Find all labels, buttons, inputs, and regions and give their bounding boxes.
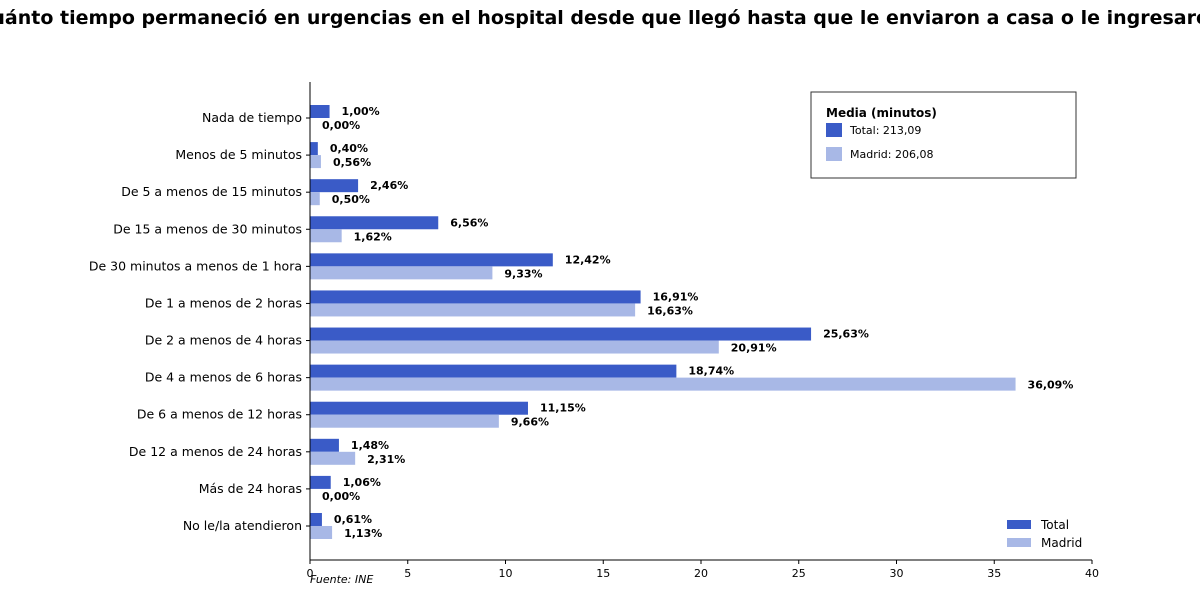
y-tick-label: Más de 24 horas — [199, 481, 302, 496]
y-tick-label: De 6 a menos de 12 horas — [137, 407, 302, 422]
data-label-total: 25,63% — [823, 328, 869, 341]
bar-madrid — [310, 414, 499, 428]
info-box-entry-madrid: Madrid: 206,08 — [850, 148, 933, 161]
bar-madrid — [310, 266, 493, 280]
y-tick-label: Menos de 5 minutos — [175, 147, 302, 162]
y-tick-label: No le/la atendieron — [183, 518, 302, 533]
bar-total — [310, 401, 528, 415]
data-label-madrid: 0,00% — [322, 119, 360, 132]
x-tick-label: 25 — [792, 567, 806, 580]
bar-madrid — [310, 229, 342, 243]
data-label-madrid: 1,62% — [354, 230, 392, 243]
x-tick-label: 15 — [596, 567, 610, 580]
y-tick-label: Nada de tiempo — [202, 110, 302, 125]
x-tick-label: 20 — [694, 567, 708, 580]
bar-madrid — [310, 377, 1016, 391]
data-label-total: 11,15% — [540, 402, 586, 415]
data-label-madrid: 9,33% — [504, 267, 542, 280]
info-box-swatch-madrid — [826, 147, 842, 161]
bar-total — [310, 475, 331, 489]
y-tick-label: De 5 a menos de 15 minutos — [121, 184, 302, 199]
data-label-madrid: 0,50% — [332, 193, 370, 206]
legend-label-madrid: Madrid — [1041, 536, 1082, 550]
bar-total — [310, 512, 322, 526]
chart-title: ¿Cuánto tiempo permaneció en urgencias e… — [0, 7, 1200, 29]
legend-label-total: Total — [1040, 518, 1069, 532]
legend: Total Madrid — [1007, 518, 1082, 550]
bar-madrid — [310, 303, 636, 317]
data-label-madrid: 0,00% — [322, 490, 360, 503]
data-label-madrid: 16,63% — [647, 304, 693, 317]
bar-madrid — [310, 451, 356, 465]
info-box-swatch-total — [826, 123, 842, 137]
data-label-madrid: 9,66% — [511, 416, 549, 429]
data-label-total: 16,91% — [653, 290, 699, 303]
x-tick-label: 30 — [890, 567, 904, 580]
data-label-madrid: 2,31% — [367, 453, 405, 466]
y-tick-label: De 15 a menos de 30 minutos — [113, 221, 302, 236]
bar-madrid — [310, 155, 321, 169]
x-tick-label: 5 — [404, 567, 411, 580]
bar-total — [310, 364, 677, 378]
bar-madrid — [310, 192, 320, 206]
bar-total — [310, 290, 641, 304]
bar-total — [310, 438, 339, 452]
info-box-entry-total: Total: 213,09 — [849, 124, 921, 137]
bar-madrid — [310, 340, 719, 354]
y-tick-label: De 2 a menos de 4 horas — [145, 333, 302, 348]
x-tick-label: 0 — [307, 567, 314, 580]
y-tick-label: De 4 a menos de 6 horas — [145, 370, 302, 385]
legend-swatch-madrid — [1007, 538, 1031, 547]
data-label-total: 1,00% — [342, 105, 380, 118]
y-tick-label: De 30 minutos a menos de 1 hora — [89, 258, 302, 273]
data-label-total: 6,56% — [450, 216, 488, 229]
x-tick-label: 40 — [1085, 567, 1099, 580]
info-box-title: Media (minutos) — [826, 106, 937, 120]
data-label-madrid: 20,91% — [731, 342, 777, 355]
data-label-madrid: 36,09% — [1028, 379, 1074, 392]
x-tick-label: 10 — [499, 567, 513, 580]
data-label-total: 2,46% — [370, 179, 408, 192]
bar-madrid — [310, 525, 333, 539]
bar-total — [310, 327, 812, 341]
data-label-madrid: 0,56% — [333, 156, 371, 169]
bar-total — [310, 142, 318, 156]
data-label-total: 1,06% — [343, 476, 381, 489]
data-label-total: 0,40% — [330, 142, 368, 155]
info-box: Media (minutos) Total: 213,09 Madrid: 20… — [810, 91, 1077, 179]
y-tick-label: De 12 a menos de 24 horas — [129, 444, 302, 459]
x-tick-label: 35 — [987, 567, 1001, 580]
data-label-total: 12,42% — [565, 253, 611, 266]
source-note: Fuente: INE — [310, 573, 373, 586]
data-label-madrid: 1,13% — [344, 527, 382, 540]
bar-total — [310, 179, 359, 193]
data-label-total: 1,48% — [351, 439, 389, 452]
data-label-total: 0,61% — [334, 513, 372, 526]
bar-total — [310, 105, 330, 118]
y-tick-label: De 1 a menos de 2 horas — [145, 295, 302, 310]
legend-swatch-total — [1007, 520, 1031, 529]
data-label-total: 18,74% — [688, 365, 734, 378]
bar-total — [310, 253, 553, 267]
bar-total — [310, 216, 439, 230]
